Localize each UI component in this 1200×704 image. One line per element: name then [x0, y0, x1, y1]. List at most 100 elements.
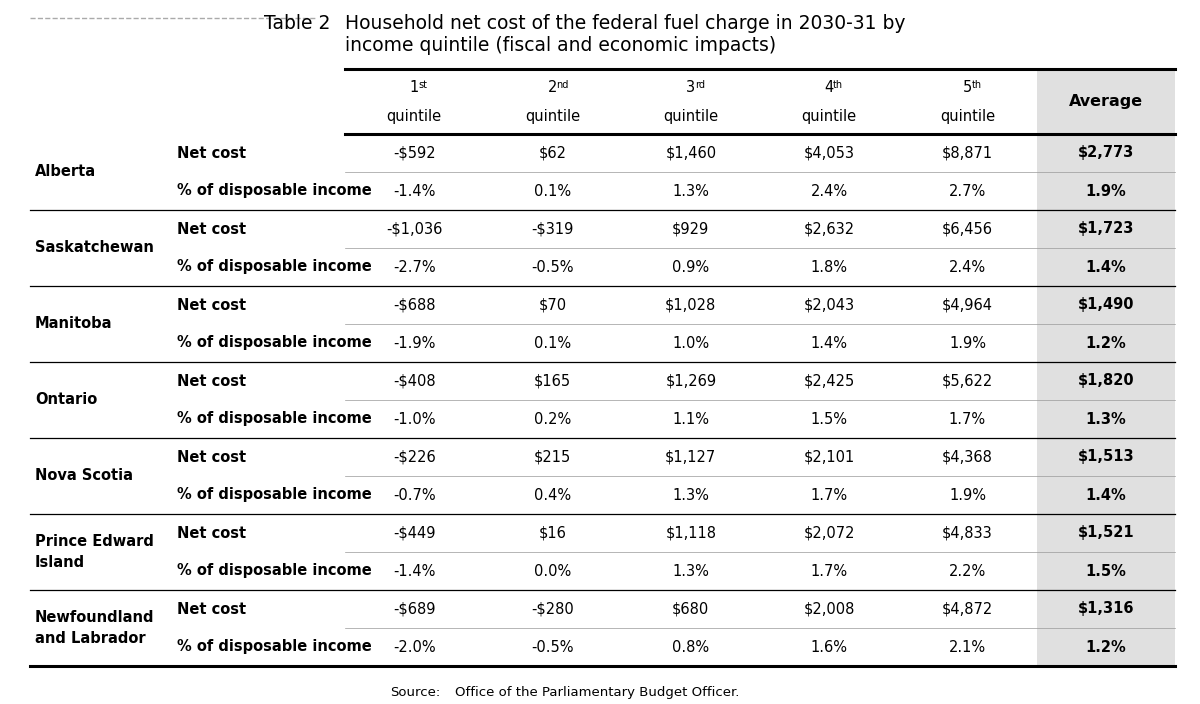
Text: 1.2%: 1.2% [1086, 639, 1127, 655]
Text: -1.4%: -1.4% [392, 184, 436, 199]
Text: -$688: -$688 [392, 298, 436, 313]
Text: $929: $929 [672, 222, 709, 237]
Text: -$1,036: -$1,036 [386, 222, 443, 237]
Text: $215: $215 [534, 449, 571, 465]
Text: 1.5%: 1.5% [1085, 563, 1127, 579]
Text: th: th [833, 80, 844, 91]
Text: 1.0%: 1.0% [672, 336, 709, 351]
Text: % of disposable income: % of disposable income [178, 563, 372, 579]
Text: 2.7%: 2.7% [949, 184, 986, 199]
Text: 0.2%: 0.2% [534, 412, 571, 427]
Text: $1,028: $1,028 [665, 298, 716, 313]
Text: $4,368: $4,368 [942, 449, 992, 465]
Text: $2,632: $2,632 [804, 222, 854, 237]
Text: 1.1%: 1.1% [672, 412, 709, 427]
Text: $1,118: $1,118 [665, 525, 716, 541]
Text: 1.9%: 1.9% [949, 487, 986, 503]
Text: Net cost: Net cost [178, 222, 246, 237]
Text: -$408: -$408 [392, 374, 436, 389]
Text: % of disposable income: % of disposable income [178, 184, 372, 199]
Text: $1,269: $1,269 [665, 374, 716, 389]
Text: -$319: -$319 [532, 222, 574, 237]
Text: $4,964: $4,964 [942, 298, 994, 313]
Text: Alberta: Alberta [35, 165, 96, 180]
Text: $2,101: $2,101 [804, 449, 854, 465]
Text: $4,053: $4,053 [804, 146, 854, 161]
Text: -1.9%: -1.9% [392, 336, 436, 351]
Text: 3: 3 [686, 80, 695, 96]
Text: 2: 2 [548, 80, 557, 96]
Text: 1.7%: 1.7% [949, 412, 986, 427]
Text: nd: nd [557, 80, 569, 91]
Text: 1.8%: 1.8% [811, 260, 847, 275]
Text: 1.7%: 1.7% [811, 487, 847, 503]
Text: quintile: quintile [524, 110, 580, 125]
Text: % of disposable income: % of disposable income [178, 487, 372, 503]
Text: -$592: -$592 [392, 146, 436, 161]
Text: 0.4%: 0.4% [534, 487, 571, 503]
Text: 0.8%: 0.8% [672, 639, 709, 655]
Text: $8,871: $8,871 [942, 146, 994, 161]
Text: 0.9%: 0.9% [672, 260, 709, 275]
Text: 1.3%: 1.3% [1086, 412, 1127, 427]
Text: -1.4%: -1.4% [392, 563, 436, 579]
Text: Source:: Source: [390, 686, 440, 699]
Text: st: st [418, 80, 427, 91]
Text: % of disposable income: % of disposable income [178, 412, 372, 427]
Text: 1.3%: 1.3% [672, 563, 709, 579]
Text: Prince Edward: Prince Edward [35, 534, 154, 549]
Text: Saskatchewan: Saskatchewan [35, 241, 154, 256]
Text: 1.5%: 1.5% [811, 412, 847, 427]
Text: $2,425: $2,425 [804, 374, 854, 389]
Text: 4: 4 [824, 80, 834, 96]
Text: -$689: -$689 [392, 601, 436, 617]
Text: $1,490: $1,490 [1078, 298, 1134, 313]
Text: and Labrador: and Labrador [35, 631, 145, 646]
Text: Nova Scotia: Nova Scotia [35, 468, 133, 484]
Text: Net cost: Net cost [178, 525, 246, 541]
Text: $1,521: $1,521 [1078, 525, 1134, 541]
Text: 1.9%: 1.9% [949, 336, 986, 351]
Text: 1.3%: 1.3% [672, 184, 709, 199]
Text: -0.5%: -0.5% [532, 260, 574, 275]
Text: 1.7%: 1.7% [811, 563, 847, 579]
Text: -$226: -$226 [392, 449, 436, 465]
Text: Table 2: Table 2 [264, 14, 330, 33]
Text: $1,513: $1,513 [1078, 449, 1134, 465]
Text: $1,723: $1,723 [1078, 222, 1134, 237]
Text: quintile: quintile [386, 110, 442, 125]
Text: $6,456: $6,456 [942, 222, 994, 237]
Text: Household net cost of the federal fuel charge in 2030-31 by: Household net cost of the federal fuel c… [346, 14, 906, 33]
Text: Net cost: Net cost [178, 449, 246, 465]
Text: -$280: -$280 [532, 601, 574, 617]
Text: -1.0%: -1.0% [392, 412, 436, 427]
Text: Net cost: Net cost [178, 298, 246, 313]
Text: 0.0%: 0.0% [534, 563, 571, 579]
Text: $1,316: $1,316 [1078, 601, 1134, 617]
Text: 2.4%: 2.4% [949, 260, 986, 275]
Text: % of disposable income: % of disposable income [178, 639, 372, 655]
Text: Average: Average [1069, 94, 1142, 109]
Text: -$449: -$449 [392, 525, 436, 541]
Text: $5,622: $5,622 [942, 374, 994, 389]
Text: th: th [972, 80, 982, 91]
Text: $2,008: $2,008 [804, 601, 854, 617]
Text: Newfoundland: Newfoundland [35, 610, 155, 625]
Text: 1.4%: 1.4% [1086, 487, 1127, 503]
Text: $4,833: $4,833 [942, 525, 992, 541]
Text: 1.4%: 1.4% [811, 336, 847, 351]
Text: $1,460: $1,460 [665, 146, 716, 161]
Bar [1037, 69, 1175, 666]
Text: Net cost: Net cost [178, 601, 246, 617]
Text: 1.2%: 1.2% [1086, 336, 1127, 351]
Text: income quintile (fiscal and economic impacts): income quintile (fiscal and economic imp… [346, 36, 776, 55]
Text: 1: 1 [409, 80, 419, 96]
Text: rd: rd [695, 80, 704, 91]
Text: Island: Island [35, 555, 85, 570]
Text: -0.5%: -0.5% [532, 639, 574, 655]
Text: 2.4%: 2.4% [811, 184, 847, 199]
Text: 1.4%: 1.4% [1086, 260, 1127, 275]
Text: $4,872: $4,872 [942, 601, 994, 617]
Text: $2,043: $2,043 [804, 298, 854, 313]
Text: 1.3%: 1.3% [672, 487, 709, 503]
